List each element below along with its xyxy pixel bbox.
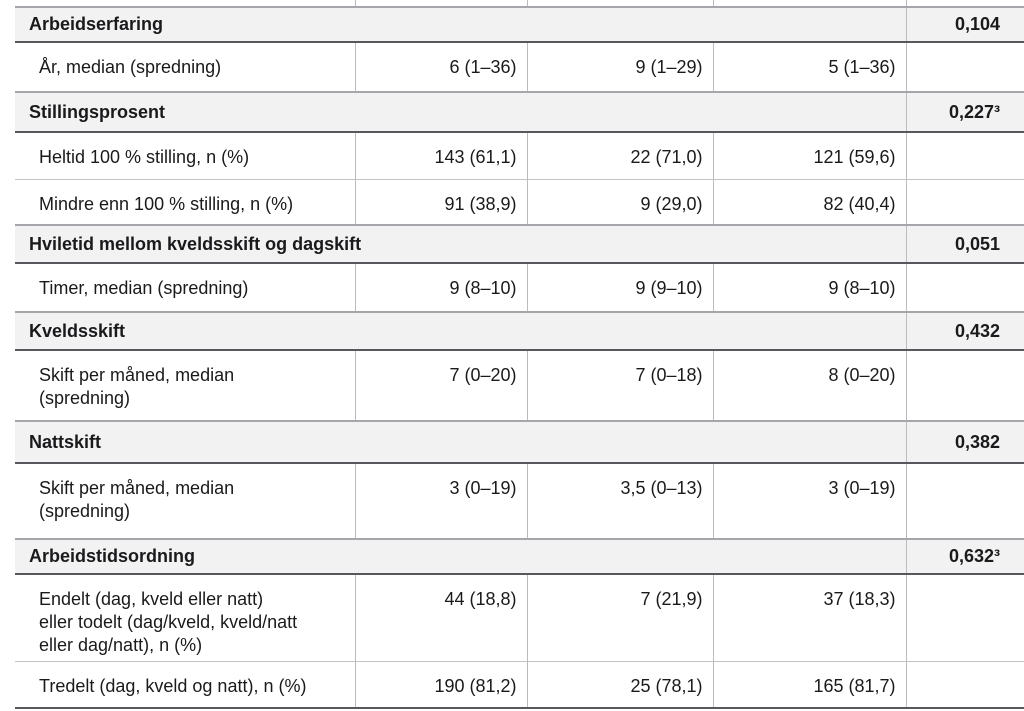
value-cell: 190 (81,2) [354,661,527,709]
data-row: Endelt (dag, kveld eller natt) eller tod… [15,573,1024,662]
value-cell: 7 (0–18) [526,349,713,421]
row-label: Endelt (dag, kveld eller natt) eller tod… [15,573,355,662]
section-row: Kveldsskift 0,432 [15,311,1024,351]
value-cell: 3,5 (0–13) [526,462,713,539]
data-row: Skift per måned, median (spredning) 3 (0–… [15,462,1024,539]
clipped-cell [905,0,1024,7]
value-cell: 5 (1–36) [712,41,906,92]
data-row: Mindre enn 100 % stilling, n (%) 91 (38,9… [15,178,1024,225]
clipped-cell [15,0,355,7]
section-title: Arbeidserfaring [15,6,906,43]
value-cell: 9 (9–10) [526,262,713,312]
value-cell: 6 (1–36) [354,41,527,92]
section-title: Stillingsprosent [15,91,906,133]
p-value: 0,227³ [905,91,1024,133]
p-empty-cell [905,573,1024,662]
value-cell: 25 (78,1) [526,661,713,709]
clipped-cell [712,0,906,7]
value-cell: 3 (0–19) [712,462,906,539]
section-title: Hviletid mellom kveldsskift og dagskift [15,224,906,264]
p-empty-cell [905,178,1024,225]
data-row: Heltid 100 % stilling, n (%) 143 (61,1) 22… [15,131,1024,179]
row-label: Heltid 100 % stilling, n (%) [15,131,355,179]
p-value: 0,382 [905,420,1024,464]
data-row: År, median (spredning) 6 (1–36) 9 (1–29) 5 … [15,41,1024,92]
section-title: Kveldsskift [15,311,906,351]
value-cell: 121 (59,6) [712,131,906,179]
row-label: Skift per måned, median (spredning) [15,349,355,421]
p-empty-cell [905,661,1024,709]
clipped-cell [526,0,713,7]
p-empty-cell [905,462,1024,539]
value-cell: 82 (40,4) [712,178,906,225]
p-value: 0,632³ [905,538,1024,575]
data-row: Skift per måned, median (spredning) 7 (0–… [15,349,1024,421]
value-cell: 37 (18,3) [712,573,906,662]
row-label: Mindre enn 100 % stilling, n (%) [15,178,355,225]
value-cell: 91 (38,9) [354,178,527,225]
data-row: Timer, median (spredning) 9 (8–10) 9 (9–10… [15,262,1024,312]
p-value: 0,051 [905,224,1024,264]
section-row: Arbeidstidsordning 0,632³ [15,538,1024,575]
row-label: År, median (spredning) [15,41,355,92]
p-value: 0,104 [905,6,1024,43]
section-title: Nattskift [15,420,906,464]
p-empty-cell [905,349,1024,421]
value-cell: 9 (8–10) [354,262,527,312]
value-cell: 165 (81,7) [712,661,906,709]
value-cell: 22 (71,0) [526,131,713,179]
statistics-table: Arbeidserfaring 0,104 År, median (sprednin… [15,0,1024,709]
value-cell: 8 (0–20) [712,349,906,421]
value-cell: 44 (18,8) [354,573,527,662]
value-cell: 7 (21,9) [526,573,713,662]
section-row: Stillingsprosent 0,227³ [15,91,1024,133]
p-empty-cell [905,131,1024,179]
value-cell: 9 (8–10) [712,262,906,312]
value-cell: 9 (29,0) [526,178,713,225]
section-title: Arbeidstidsordning [15,538,906,575]
row-label: Timer, median (spredning) [15,262,355,312]
row-label: Tredelt (dag, kveld og natt), n (%) [15,661,355,709]
section-row: Nattskift 0,382 [15,420,1024,464]
section-row: Arbeidserfaring 0,104 [15,6,1024,43]
p-empty-cell [905,41,1024,92]
value-cell: 143 (61,1) [354,131,527,179]
row-label: Skift per måned, median (spredning) [15,462,355,539]
data-row: Tredelt (dag, kveld og natt), n (%) 190 (… [15,661,1024,709]
value-cell: 7 (0–20) [354,349,527,421]
clipped-cell [354,0,527,7]
table-body: Arbeidserfaring 0,104 År, median (sprednin… [15,0,1024,709]
p-value: 0,432 [905,311,1024,351]
p-empty-cell [905,262,1024,312]
section-row: Hviletid mellom kveldsskift og dagskift 0… [15,224,1024,264]
clipped-row-above [15,0,1024,7]
value-cell: 9 (1–29) [526,41,713,92]
value-cell: 3 (0–19) [354,462,527,539]
